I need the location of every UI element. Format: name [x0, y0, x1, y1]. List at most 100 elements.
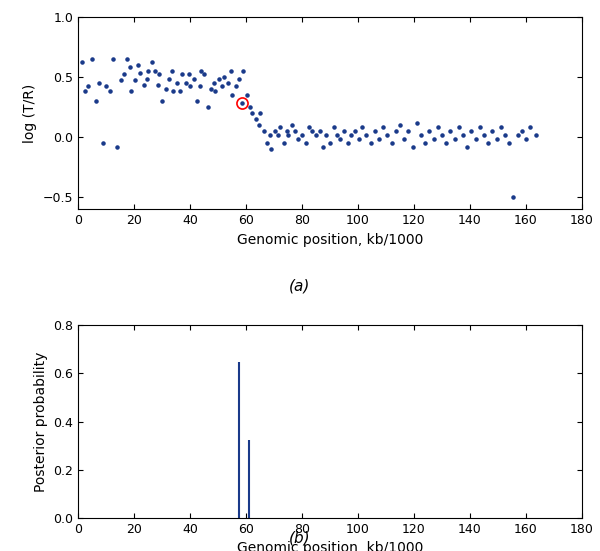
Point — [442, 139, 451, 148]
Point — [80, 87, 90, 96]
Point — [101, 82, 111, 91]
Point — [169, 87, 178, 96]
Point — [454, 123, 464, 132]
Point — [94, 78, 104, 87]
Point — [400, 135, 409, 144]
Point — [283, 130, 293, 139]
Point — [196, 66, 206, 75]
Point — [517, 127, 527, 136]
Point — [185, 82, 195, 91]
Point — [366, 139, 376, 148]
Point — [255, 109, 265, 117]
Point — [362, 130, 371, 139]
Point — [199, 70, 209, 79]
Point — [219, 72, 229, 81]
Point — [358, 123, 367, 132]
Point — [521, 135, 531, 144]
Point — [237, 99, 247, 107]
Point — [135, 69, 145, 78]
Point — [131, 76, 140, 85]
Point — [429, 135, 439, 144]
Point — [98, 139, 108, 148]
Point — [379, 123, 388, 132]
Point — [106, 87, 115, 96]
Point — [215, 75, 224, 84]
Point — [271, 127, 280, 136]
Point — [265, 130, 275, 139]
Point — [374, 135, 384, 144]
Text: (a): (a) — [289, 278, 311, 293]
Point — [509, 193, 518, 202]
Point — [238, 66, 248, 75]
Point — [370, 127, 380, 136]
Point — [112, 142, 122, 151]
Point — [513, 130, 523, 139]
Point — [203, 102, 213, 111]
Point — [83, 82, 92, 91]
Point — [488, 127, 497, 136]
Point — [195, 82, 205, 91]
Point — [391, 127, 401, 136]
Point — [318, 142, 328, 151]
Point — [332, 130, 342, 139]
Point — [223, 78, 233, 87]
Point — [133, 60, 143, 69]
Point — [108, 55, 118, 63]
Point — [282, 127, 292, 136]
Point — [91, 96, 101, 105]
Point — [329, 123, 339, 132]
Point — [526, 123, 535, 132]
Point — [227, 90, 237, 99]
Point — [242, 90, 252, 99]
Point — [211, 87, 220, 96]
Point — [142, 75, 151, 84]
Point — [297, 130, 307, 139]
Point — [254, 121, 263, 129]
Point — [143, 66, 153, 75]
Point — [266, 145, 276, 154]
Point — [446, 127, 455, 136]
Point — [177, 70, 187, 79]
Point — [226, 66, 235, 75]
Point — [458, 130, 468, 139]
Point — [274, 130, 283, 139]
Point — [484, 139, 493, 148]
Point — [304, 123, 314, 132]
Point — [505, 139, 514, 148]
Point — [119, 70, 129, 79]
Point — [475, 123, 485, 132]
Point — [125, 63, 134, 72]
Point — [206, 84, 216, 93]
Point — [157, 96, 167, 105]
Point — [408, 142, 418, 151]
Y-axis label: Posterior probability: Posterior probability — [34, 352, 47, 491]
Point — [154, 70, 164, 79]
Point — [463, 142, 472, 151]
Point — [209, 78, 218, 87]
Text: (b): (b) — [289, 531, 311, 545]
Point — [167, 66, 176, 75]
Point — [173, 78, 182, 87]
Point — [181, 78, 191, 87]
Point — [232, 82, 241, 91]
Point — [161, 84, 171, 93]
Point — [496, 123, 506, 132]
Point — [279, 139, 289, 148]
Point — [122, 55, 132, 63]
Point — [153, 81, 163, 90]
Point — [234, 75, 244, 84]
Point — [450, 135, 460, 144]
Point — [247, 109, 256, 117]
Point — [139, 81, 149, 90]
Point — [301, 139, 311, 148]
Point — [192, 96, 202, 105]
X-axis label: Genomic position, kb/1000: Genomic position, kb/1000 — [237, 541, 423, 551]
Point — [467, 127, 476, 136]
Point — [383, 130, 392, 139]
Point — [346, 130, 356, 139]
Point — [184, 70, 193, 79]
Point — [425, 127, 434, 136]
Point — [412, 118, 422, 127]
Point — [311, 130, 321, 139]
Point — [479, 130, 489, 139]
